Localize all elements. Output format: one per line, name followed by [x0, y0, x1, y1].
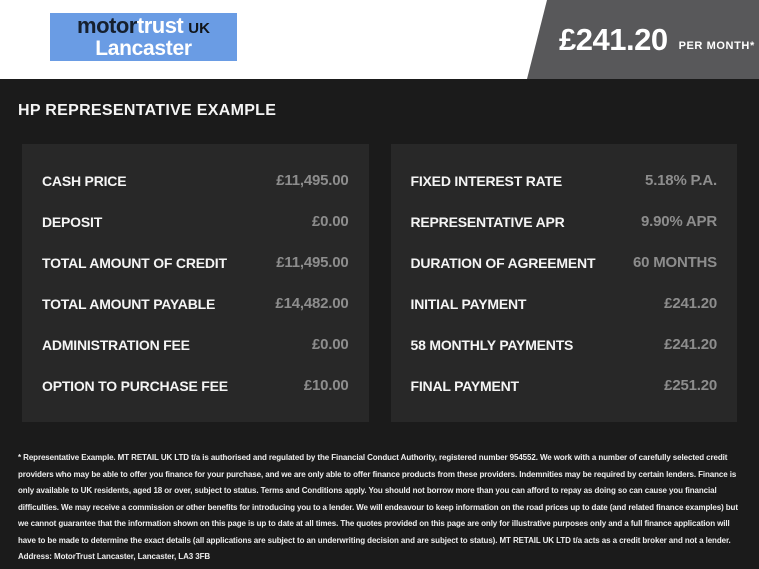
- dealer-logo-location: Lancaster: [95, 37, 192, 60]
- finance-row: TOTAL AMOUNT PAYABLE £14,482.00: [42, 283, 349, 324]
- finance-row: FINAL PAYMENT £251.20: [411, 365, 718, 406]
- finance-row-value: 60 MONTHS: [632, 254, 717, 271]
- finance-row-label: REPRESENTATIVE APR: [410, 213, 565, 230]
- finance-row: INITIAL PAYMENT £241.20: [411, 283, 718, 324]
- finance-row: 58 MONTHLY PAYMENTS £241.20: [411, 324, 718, 365]
- finance-row-value: £11,495.00: [276, 254, 349, 271]
- page-title: HP REPRESENTATIVE EXAMPLE: [18, 102, 277, 119]
- finance-row-value: £0.00: [311, 336, 349, 353]
- disclaimer-text: * Representative Example. MT RETAIL UK L…: [18, 453, 738, 561]
- finance-row-value: £14,482.00: [275, 295, 349, 312]
- finance-row-label: FINAL PAYMENT: [410, 377, 520, 394]
- finance-row-label: DURATION OF AGREEMENT: [410, 254, 596, 271]
- finance-row-label: TOTAL AMOUNT PAYABLE: [42, 295, 216, 312]
- finance-panels: CASH PRICE £11,495.00 DEPOSIT £0.00 TOTAL AM…: [22, 144, 737, 422]
- logo-uk-text: UK: [188, 20, 210, 37]
- finance-row-value: 5.18% P.A.: [645, 172, 717, 189]
- dealer-logo-brand: motortrust UK: [50, 15, 237, 37]
- finance-row: CASH PRICE £11,495.00: [42, 160, 349, 201]
- finance-row-value: £11,495.00: [276, 172, 349, 189]
- finance-row-value: £10.00: [303, 377, 349, 394]
- finance-panel-left: CASH PRICE £11,495.00 DEPOSIT £0.00 TOTAL AM…: [22, 144, 369, 422]
- finance-row: FIXED INTEREST RATE 5.18% P.A.: [411, 160, 718, 201]
- finance-row-value: £251.20: [664, 377, 717, 394]
- finance-row-value: £241.20: [664, 295, 717, 312]
- finance-row-label: OPTION TO PURCHASE FEE: [42, 377, 228, 394]
- finance-row: ADMINISTRATION FEE £0.00: [42, 324, 349, 365]
- finance-row-value: £241.20: [664, 336, 717, 353]
- header-bar: motortrust UK Lancaster £241.20 PER MONTH…: [0, 0, 759, 79]
- logo-trust-text: trust: [136, 13, 184, 38]
- finance-row: TOTAL AMOUNT OF CREDIT £11,495.00: [42, 242, 349, 283]
- finance-row: OPTION TO PURCHASE FEE £10.00: [42, 365, 349, 406]
- finance-panel-right: FIXED INTEREST RATE 5.18% P.A. REPRESENTAT…: [390, 144, 737, 422]
- finance-row-label: DEPOSIT: [42, 213, 103, 230]
- finance-row: DEPOSIT £0.00: [42, 201, 349, 242]
- finance-row-label: FIXED INTEREST RATE: [410, 172, 563, 189]
- finance-row-label: INITIAL PAYMENT: [410, 295, 527, 312]
- finance-row-value: £0.00: [311, 213, 349, 230]
- finance-row-label: CASH PRICE: [42, 172, 127, 189]
- finance-row: DURATION OF AGREEMENT 60 MONTHS: [411, 242, 718, 283]
- finance-row-label: 58 MONTHLY PAYMENTS: [410, 336, 574, 353]
- monthly-price-amount: £241.20: [559, 21, 668, 57]
- logo-motor-text: motor: [77, 13, 137, 38]
- finance-row-label: ADMINISTRATION FEE: [42, 336, 190, 353]
- finance-row-label: TOTAL AMOUNT OF CREDIT: [42, 254, 227, 271]
- finance-row: REPRESENTATIVE APR 9.90% APR: [411, 201, 718, 242]
- finance-row-value: 9.90% APR: [640, 213, 717, 230]
- dealer-logo: motortrust UK Lancaster: [50, 13, 237, 61]
- monthly-price-banner: £241.20 PER MONTH*: [527, 0, 759, 79]
- monthly-price-suffix: PER MONTH*: [678, 39, 755, 52]
